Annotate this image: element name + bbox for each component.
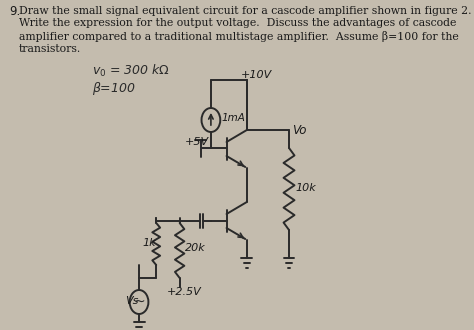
Text: 1k: 1k <box>143 238 156 248</box>
Text: Vs: Vs <box>125 296 138 306</box>
Text: ~: ~ <box>133 295 145 309</box>
Text: transistors.: transistors. <box>19 44 81 53</box>
Text: 1mA: 1mA <box>222 113 246 123</box>
Text: Vo: Vo <box>292 124 307 137</box>
Text: 10k: 10k <box>295 183 316 193</box>
Text: $\mathit{v_0}$ = 300 k$\Omega$: $\mathit{v_0}$ = 300 k$\Omega$ <box>92 63 170 79</box>
Text: +5V: +5V <box>185 137 209 147</box>
Text: +10V: +10V <box>241 70 272 80</box>
Text: amplifier compared to a traditional multistage amplifier.  Assume β=100 for the: amplifier compared to a traditional mult… <box>19 31 458 42</box>
Text: Draw the small signal equivalent circuit for a cascode amplifier shown in figure: Draw the small signal equivalent circuit… <box>19 6 471 16</box>
Text: +2.5V: +2.5V <box>167 287 202 297</box>
Text: 9.: 9. <box>9 5 21 18</box>
Text: Write the expression for the output voltage.  Discuss the advantages of cascode: Write the expression for the output volt… <box>19 18 456 28</box>
Text: 20k: 20k <box>185 243 206 253</box>
Text: $\mathit{\beta}$=100: $\mathit{\beta}$=100 <box>92 80 136 97</box>
